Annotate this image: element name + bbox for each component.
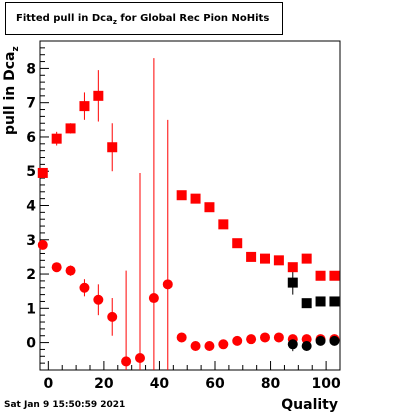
data-point-square bbox=[301, 253, 312, 264]
data-point-circle bbox=[148, 293, 159, 304]
data-point-circle bbox=[301, 334, 312, 345]
data-point-circle bbox=[121, 356, 132, 367]
data-point-square bbox=[176, 190, 187, 201]
data-point-circle bbox=[232, 335, 243, 346]
data-point-circle bbox=[260, 332, 270, 343]
x-tick-label: 0 bbox=[43, 376, 53, 392]
data-point-square bbox=[93, 90, 104, 101]
data-point-square bbox=[260, 253, 270, 264]
timestamp-footer: Sat Jan 9 15:50:59 2021 bbox=[4, 400, 126, 410]
chart-title: Fitted pull in Dcaz for Global Rec Pion … bbox=[16, 13, 270, 26]
data-point-square bbox=[287, 277, 298, 288]
data-point-square bbox=[287, 262, 298, 273]
data-point-circle bbox=[273, 332, 284, 343]
x-tick-label: 100 bbox=[311, 376, 340, 392]
x-tick-label: 20 bbox=[94, 376, 114, 392]
data-point-circle bbox=[176, 332, 187, 343]
data-point-circle bbox=[162, 279, 173, 290]
data-point-circle bbox=[79, 282, 90, 293]
y-tick-label: 6 bbox=[26, 130, 36, 146]
y-tick-label: 0 bbox=[26, 336, 36, 352]
x-tick-label: 60 bbox=[205, 376, 225, 392]
y-axis-label: pull in Dcaz bbox=[2, 46, 21, 135]
data-point-circle bbox=[287, 339, 298, 350]
data-point-circle bbox=[315, 335, 326, 346]
data-point-circle bbox=[135, 353, 145, 364]
data-point-square bbox=[204, 202, 215, 213]
y-tick-label: 5 bbox=[26, 164, 36, 180]
y-tick-label: 1 bbox=[26, 301, 36, 317]
data-point-square bbox=[329, 270, 340, 281]
y-tick-label: 3 bbox=[26, 233, 36, 249]
data-point-square bbox=[37, 167, 48, 178]
data-point-square bbox=[315, 296, 326, 307]
data-point-square bbox=[329, 296, 340, 307]
data-point-circle bbox=[107, 311, 118, 322]
y-tick-label: 7 bbox=[26, 96, 36, 112]
data-point-square bbox=[51, 133, 62, 144]
data-point-circle bbox=[301, 341, 312, 352]
data-point-square bbox=[218, 219, 229, 230]
data-point-circle bbox=[65, 265, 76, 276]
data-point-circle bbox=[51, 262, 62, 273]
data-point-circle bbox=[329, 335, 340, 346]
x-axis-label: Quality bbox=[281, 397, 338, 413]
data-point-circle bbox=[93, 294, 104, 305]
y-tick-label: 2 bbox=[26, 267, 36, 283]
data-point-circle bbox=[204, 341, 215, 352]
data-point-square bbox=[232, 238, 243, 249]
y-tick-label: 4 bbox=[26, 199, 36, 215]
data-point-square bbox=[246, 251, 257, 262]
data-point-square bbox=[65, 123, 76, 134]
y-tick-label: 8 bbox=[26, 61, 36, 77]
data-point-circle bbox=[190, 341, 201, 352]
plot-frame bbox=[39, 40, 341, 371]
data-point-circle bbox=[37, 239, 48, 250]
data-point-square bbox=[301, 298, 312, 309]
data-point-square bbox=[190, 193, 201, 204]
x-tick-label: 80 bbox=[261, 376, 281, 392]
data-point-square bbox=[273, 255, 284, 266]
x-tick-label: 40 bbox=[150, 376, 170, 392]
data-point-circle bbox=[218, 339, 229, 350]
data-point-square bbox=[79, 101, 90, 112]
data-point-circle bbox=[246, 334, 257, 345]
chart-title-box: Fitted pull in Dcaz for Global Rec Pion … bbox=[5, 2, 283, 35]
data-point-square bbox=[315, 270, 326, 281]
data-point-square bbox=[107, 142, 118, 153]
